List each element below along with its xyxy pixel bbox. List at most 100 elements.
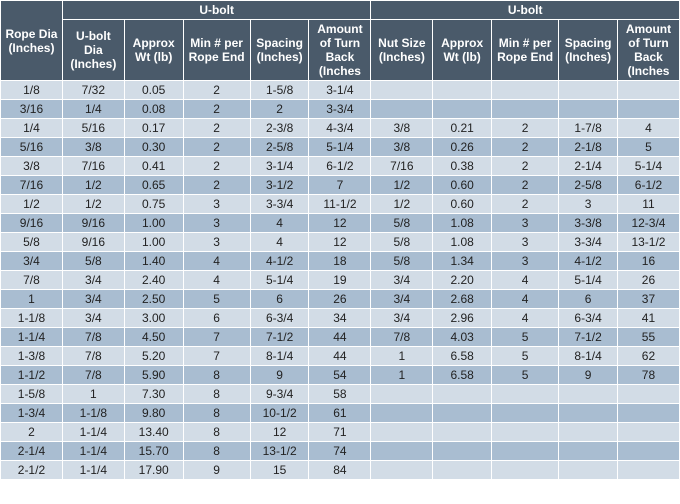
table-cell: 78: [617, 366, 679, 385]
table-cell: 5/8: [371, 233, 433, 252]
table-cell: 4-1/2: [250, 252, 309, 271]
table-cell: 12: [309, 233, 371, 252]
table-cell: 8-1/4: [559, 347, 618, 366]
table-cell: 3/8: [371, 138, 433, 157]
table-cell: 8: [183, 404, 250, 423]
table-row: 1-1/27/85.90895416.585978: [1, 366, 680, 385]
table-cell: 1.00: [124, 233, 183, 252]
table-cell: 2: [183, 119, 250, 138]
table-cell: 71: [309, 423, 371, 442]
table-cell: 7-1/2: [559, 328, 618, 347]
table-cell: 3/4: [62, 309, 124, 328]
table-cell: 4.03: [433, 328, 492, 347]
group-ubolt-2: U-bolt: [371, 1, 680, 20]
table-cell: 8: [183, 366, 250, 385]
table-cell: 61: [309, 404, 371, 423]
table-row: 7/161/20.6523-1/271/20.6022-5/86-1/2: [1, 176, 680, 195]
table-cell: 3-1/2: [250, 176, 309, 195]
table-cell: 2: [250, 100, 309, 119]
table-cell: 34: [309, 309, 371, 328]
table-row: 3/45/81.4044-1/2185/81.3434-1/216: [1, 252, 680, 271]
table-cell: 2: [492, 138, 559, 157]
table-cell: 3-3/4: [250, 195, 309, 214]
table-cell: 5/8: [1, 233, 63, 252]
table-cell: 7/8: [62, 366, 124, 385]
table-cell: [433, 461, 492, 480]
table-cell: 12-3/4: [617, 214, 679, 233]
table-cell: 7.30: [124, 385, 183, 404]
table-cell: 16: [617, 252, 679, 271]
table-cell: 3/8: [1, 157, 63, 176]
table-cell: 1-5/8: [1, 385, 63, 404]
table-cell: 4: [183, 252, 250, 271]
table-cell: 2: [183, 176, 250, 195]
table-row: 2-1/21-1/417.9091584: [1, 461, 680, 480]
table-cell: 4-1/2: [559, 252, 618, 271]
table-cell: 26: [617, 271, 679, 290]
table-cell: 12: [250, 423, 309, 442]
table-cell: 7/8: [371, 328, 433, 347]
table-cell: 2-1/4: [559, 157, 618, 176]
table-cell: 2: [492, 195, 559, 214]
table-cell: 6: [183, 309, 250, 328]
table-cell: 4-3/4: [309, 119, 371, 138]
table-cell: 0.30: [124, 138, 183, 157]
table-cell: 4: [492, 271, 559, 290]
table-cell: 9: [250, 366, 309, 385]
col-nut-size: Nut Size (Inches): [371, 20, 433, 81]
table-cell: 9.80: [124, 404, 183, 423]
table-cell: 0.60: [433, 195, 492, 214]
table-cell: 9-3/4: [250, 385, 309, 404]
table-cell: 84: [309, 461, 371, 480]
table-cell: [492, 81, 559, 100]
table-cell: 6-3/4: [559, 309, 618, 328]
table-cell: 1/2: [62, 195, 124, 214]
table-cell: 1/4: [1, 119, 63, 138]
table-cell: 3/8: [62, 138, 124, 157]
table-cell: 7/16: [371, 157, 433, 176]
table-cell: 6: [250, 290, 309, 309]
table-cell: 62: [617, 347, 679, 366]
table-cell: 11: [617, 195, 679, 214]
table-cell: 9/16: [62, 233, 124, 252]
table-cell: 2-1/2: [1, 461, 63, 480]
table-cell: 2-3/8: [250, 119, 309, 138]
table-cell: [492, 423, 559, 442]
table-cell: 13.40: [124, 423, 183, 442]
table-cell: 2: [492, 176, 559, 195]
table-cell: 1-1/8: [1, 309, 63, 328]
table-cell: [433, 81, 492, 100]
table-cell: 1-5/8: [250, 81, 309, 100]
table-cell: 1-1/2: [1, 366, 63, 385]
table-body: 1/87/320.0521-5/83-1/43/161/40.08223-3/4…: [1, 81, 680, 480]
table-row: 21-1/413.4081271: [1, 423, 680, 442]
table-cell: 4.50: [124, 328, 183, 347]
table-cell: 3-1/4: [250, 157, 309, 176]
table-cell: [617, 81, 679, 100]
table-cell: 58: [309, 385, 371, 404]
table-row: 9/169/161.0034125/81.0833-3/812-3/4: [1, 214, 680, 233]
table-cell: 3: [492, 214, 559, 233]
table-cell: [492, 385, 559, 404]
table-cell: 37: [617, 290, 679, 309]
table-cell: 13-1/2: [617, 233, 679, 252]
table-cell: [492, 404, 559, 423]
table-cell: 26: [309, 290, 371, 309]
table-cell: 3: [183, 233, 250, 252]
table-cell: [371, 81, 433, 100]
table-cell: 0.21: [433, 119, 492, 138]
table-cell: 3: [559, 195, 618, 214]
table-cell: 2: [183, 138, 250, 157]
table-row: 3/161/40.08223-3/4: [1, 100, 680, 119]
table-cell: 2.20: [433, 271, 492, 290]
table-cell: 1/2: [1, 195, 63, 214]
table-cell: 8: [183, 423, 250, 442]
table-cell: 1/2: [371, 195, 433, 214]
table-cell: 3-3/8: [559, 214, 618, 233]
table-cell: [617, 442, 679, 461]
table-cell: 1-1/4: [62, 461, 124, 480]
table-cell: 5-1/4: [309, 138, 371, 157]
col-approx-wt-2: Approx Wt (lb): [433, 20, 492, 81]
table-row: 1/87/320.0521-5/83-1/4: [1, 81, 680, 100]
table-cell: 2: [183, 100, 250, 119]
